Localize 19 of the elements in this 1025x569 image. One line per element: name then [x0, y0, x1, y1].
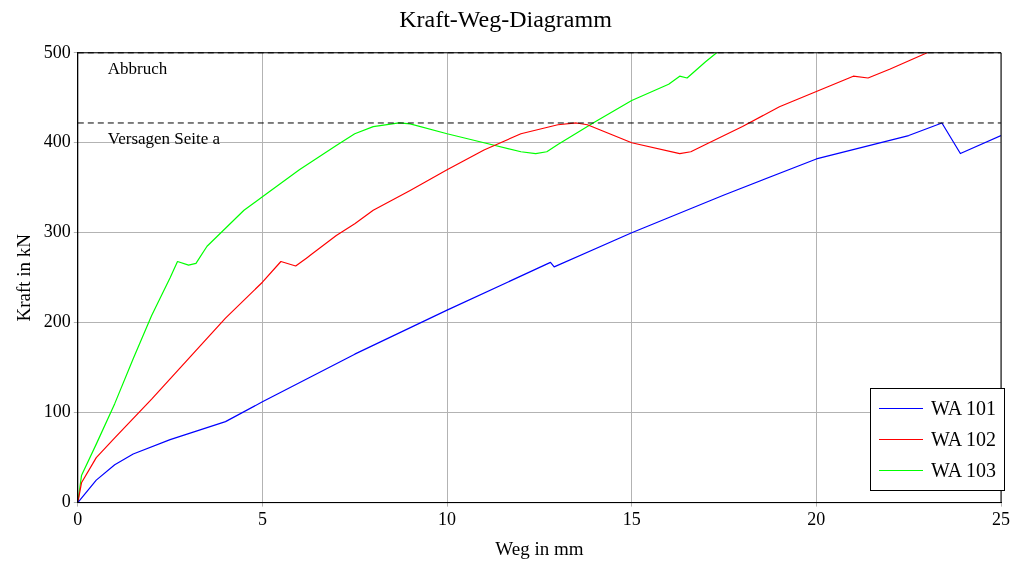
x-tick-label: 15: [622, 509, 641, 530]
y-tick-label: 200: [43, 311, 71, 332]
ref-line-label: Versagen Seite a: [107, 128, 221, 148]
x-axis-title: Weg in mm: [495, 537, 584, 559]
y-tick-label: 500: [43, 41, 71, 62]
legend-label: WA 102: [931, 427, 996, 452]
y-tick-label: 300: [43, 221, 71, 242]
x-tick-label: 20: [807, 509, 826, 530]
x-tick-label: 5: [257, 509, 267, 530]
x-tick-label: 10: [438, 509, 457, 530]
chart-title: Kraft-Weg-Diagramm: [399, 5, 613, 32]
ref-line-label: Abbruch: [107, 58, 168, 78]
y-tick-label: 100: [43, 401, 71, 422]
legend-label: WA 103: [931, 458, 996, 483]
y-tick-label: 400: [43, 131, 71, 152]
y-axis-title: Kraft in kN: [13, 233, 35, 322]
y-tick-label: 0: [61, 491, 71, 512]
x-tick-label: 25: [992, 509, 1010, 530]
legend-label: WA 101: [931, 396, 996, 421]
